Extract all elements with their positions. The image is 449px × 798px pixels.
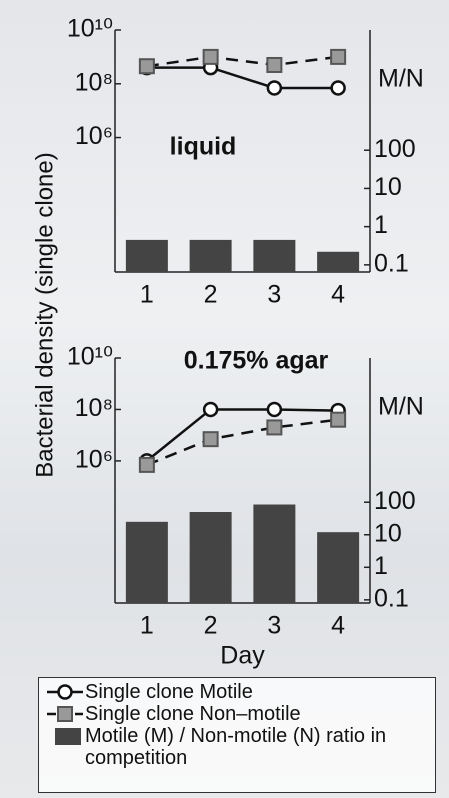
marker <box>268 81 281 94</box>
series-line <box>147 68 338 88</box>
x-tick-label: 2 <box>204 612 218 640</box>
marker <box>140 59 154 73</box>
marker <box>331 50 345 64</box>
y2-tick-label: 1 <box>374 211 388 239</box>
y2-axis-label: M/N <box>378 393 424 421</box>
panel-title: liquid <box>170 133 237 161</box>
x-tick-label: 2 <box>204 281 218 309</box>
y2-axis-label: M/N <box>378 65 424 93</box>
y2-tick-label: 100 <box>374 135 416 163</box>
legend-icon <box>45 703 85 725</box>
marker <box>204 432 218 446</box>
bar <box>126 240 168 272</box>
legend-item: Motile (M) / Non-motile (N) ratio in com… <box>45 725 429 769</box>
x-tick-label: 1 <box>140 281 154 309</box>
y2-tick-label: 10 <box>374 519 402 547</box>
marker <box>331 413 345 427</box>
legend-icon <box>45 681 85 703</box>
y-tick-label: 10⁶ <box>75 446 113 474</box>
y-tick-label: 10¹⁰ <box>67 15 113 43</box>
x-tick-label: 3 <box>267 281 281 309</box>
bar <box>190 240 232 272</box>
marker <box>140 458 154 472</box>
y-tick-label: 10⁸ <box>75 68 113 96</box>
marker <box>268 403 281 416</box>
bar <box>317 252 359 272</box>
figure: 10¹⁰ 10⁸ 10⁶ 100 10 1 0.1 M/N 1 2 3 4 liquid Bacteria… <box>0 0 449 798</box>
bar <box>253 240 295 272</box>
x-tick-label: 3 <box>267 612 281 640</box>
y-tick-label: 10⁶ <box>75 122 113 150</box>
x-tick-label: 1 <box>140 612 154 640</box>
marker <box>204 50 218 64</box>
marker <box>267 58 281 72</box>
legend-item: Single clone Non–motile <box>45 703 429 725</box>
x-tick-label: 4 <box>331 281 345 309</box>
y2-tick-label: 0.1 <box>374 249 409 277</box>
x-tick-label: 4 <box>331 612 345 640</box>
y2-tick-label: 100 <box>374 487 416 515</box>
legend-swatch <box>55 728 81 745</box>
legend-label: Single clone Motile <box>85 681 425 703</box>
series-line <box>147 57 338 66</box>
panel-title: 0.175% agar <box>184 347 329 375</box>
legend-label: Motile (M) / Non-motile (N) ratio in com… <box>85 725 425 769</box>
series-line <box>147 420 338 465</box>
bar <box>126 522 168 603</box>
marker <box>204 403 217 416</box>
y-tick-label: 10⁸ <box>75 394 113 422</box>
y-axis-label: Bacterial density (single clone) <box>31 152 58 478</box>
legend-label: Single clone Non–motile <box>85 703 425 725</box>
marker <box>332 81 345 94</box>
y2-tick-label: 10 <box>374 173 402 201</box>
bar <box>190 512 232 603</box>
y2-tick-label: 0.1 <box>374 584 409 612</box>
marker <box>59 686 72 699</box>
legend-icon <box>45 725 85 747</box>
bar <box>253 505 295 603</box>
bar <box>317 532 359 603</box>
marker <box>267 420 281 434</box>
legend-item: Single clone Motile <box>45 681 429 703</box>
marker <box>58 707 72 721</box>
y-tick-label: 10¹⁰ <box>67 343 113 371</box>
y2-tick-label: 1 <box>374 552 388 580</box>
x-axis-label: Day <box>220 642 265 670</box>
